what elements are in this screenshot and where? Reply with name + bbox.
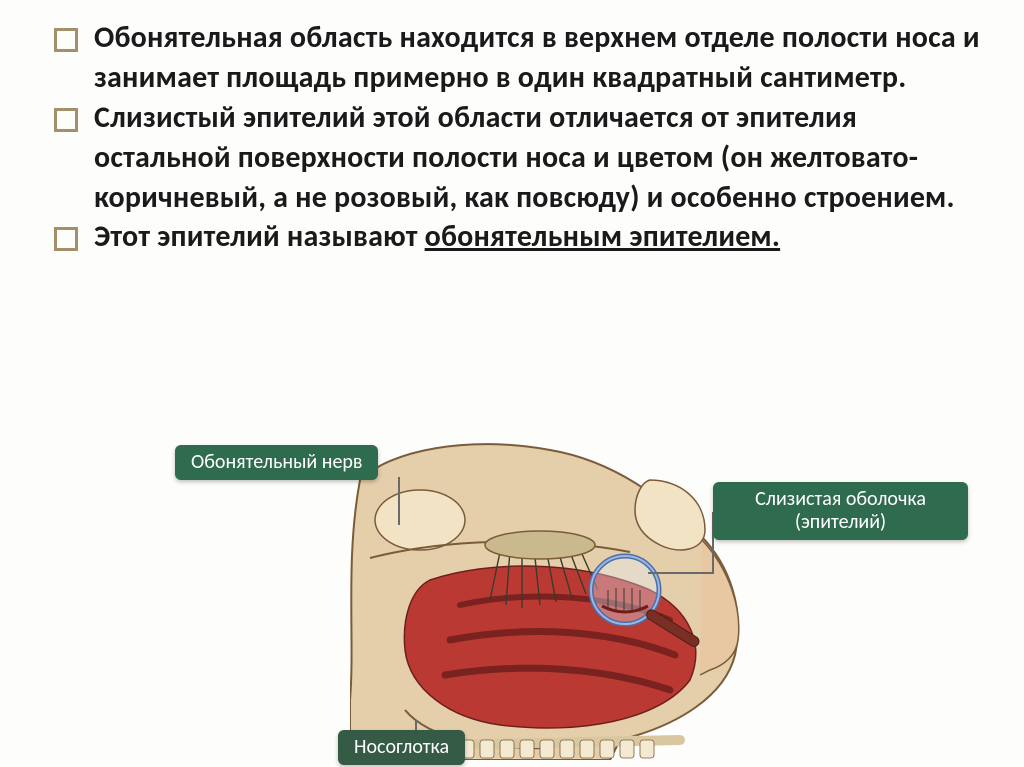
label-mucosa: Слизистая оболочка (эпителий) <box>713 482 968 540</box>
leader-line <box>648 572 714 574</box>
anatomy-illustration <box>350 440 750 760</box>
bullet-item: Слизистый эпителий этой области отличает… <box>50 98 984 218</box>
anatomy-svg <box>350 440 750 760</box>
bullet-text: Обонятельная область находится в верхнем… <box>94 19 980 96</box>
label-text: Носоглотка <box>354 735 449 759</box>
bullet-text: Этот эпителий называют <box>94 218 425 255</box>
bullet-list: Обонятельная область находится в верхнем… <box>50 18 984 257</box>
label-text: (эпителий) <box>795 510 886 534</box>
leader-line <box>398 477 400 525</box>
bullet-item: Этот эпителий называют обонятельным эпит… <box>50 217 984 257</box>
label-text: Обонятельный нерв <box>191 450 362 474</box>
bullet-item: Обонятельная область находится в верхнем… <box>50 18 984 98</box>
label-nasopharynx: Носоглотка <box>338 730 465 765</box>
slide-content: Обонятельная область находится в верхнем… <box>0 0 1024 257</box>
label-text: Слизистая оболочка <box>755 487 926 511</box>
bullet-underlined: обонятельным эпителием. <box>425 218 781 255</box>
label-olfactory-nerve: Обонятельный нерв <box>175 445 378 480</box>
bullet-text: Слизистый эпителий этой области отличает… <box>94 99 955 216</box>
